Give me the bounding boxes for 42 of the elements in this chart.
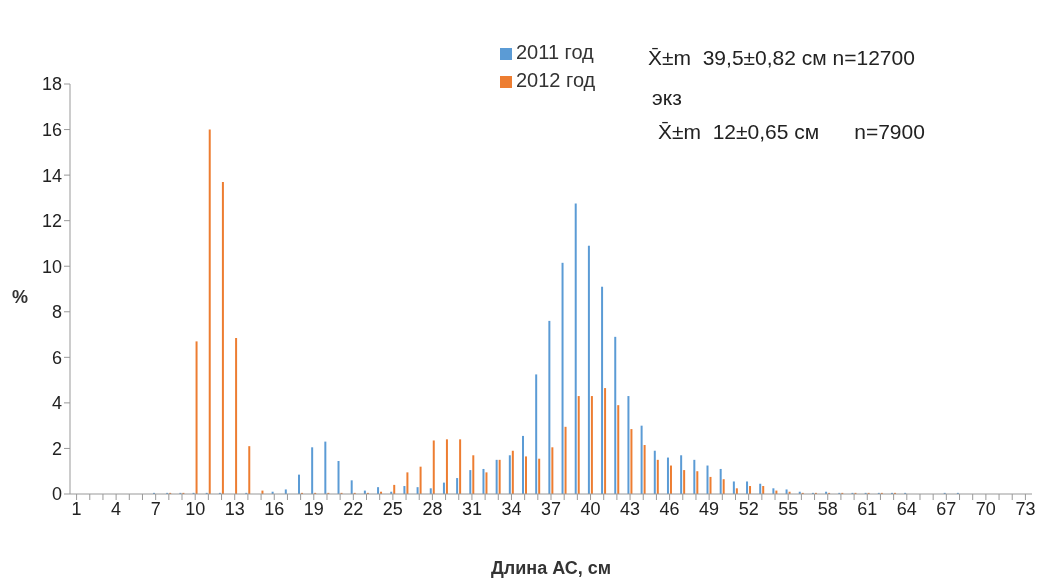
x-tick-label: 58 [817,498,838,519]
x-tick-label: 19 [303,498,324,519]
x-axis-title: Длина АС, см [490,558,612,578]
y-tick-label: 10 [41,256,62,277]
x-tick-label: 67 [936,498,957,519]
y-tick-label: 14 [41,165,62,186]
x-tick-label: 37 [540,498,562,519]
annotation: X̄±m 12±0,65 см n=7900 [658,120,925,144]
y-tick-label: 8 [51,302,62,323]
x-tick-label: 34 [501,498,522,519]
y-axis-title: % [12,287,29,308]
y-tick-label: 6 [51,347,62,368]
x-tick-label: 4 [111,498,122,519]
y-tick-label: 4 [51,393,62,414]
x-tick-label: 43 [620,498,641,519]
y-tick-label: 16 [41,119,62,140]
legend-label: 2011 год [516,41,594,63]
x-tick-label: 61 [857,498,878,519]
x-tick-label: 64 [896,498,917,519]
x-tick-label: 16 [264,498,285,519]
x-tick-label: 73 [1015,498,1036,519]
x-tick-label: 25 [382,498,403,519]
x-tick-label: 28 [422,498,443,519]
x-tick-label: 70 [975,498,996,519]
y-tick-label: 2 [51,438,62,459]
y-tick-label: 0 [51,484,62,505]
x-tick-label: 22 [343,498,364,519]
y-tick-label: 18 [41,74,62,95]
x-tick-label: 31 [461,498,482,519]
x-tick-label: 1 [71,498,82,519]
x-tick-label: 49 [699,498,720,519]
x-tick-label: 40 [580,498,601,519]
x-tick-label: 52 [738,498,759,519]
x-tick-label: 13 [224,498,245,519]
x-tick-label: 7 [150,498,161,519]
x-tick-label: 10 [185,498,206,519]
x-tick-label: 46 [659,498,680,519]
text: X̄±m 39,5±0,82 см n=12700 [648,46,915,70]
legend-label: 2012 год [516,69,596,91]
annotation: экз [652,86,682,110]
y-tick-label: 12 [41,211,62,232]
x-tick-label: 55 [778,498,799,519]
